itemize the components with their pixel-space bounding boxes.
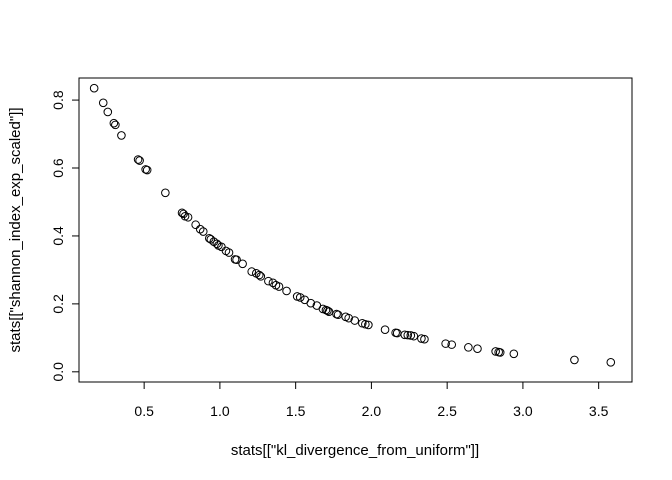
data-point xyxy=(495,348,505,357)
data-point xyxy=(103,107,113,117)
data-point xyxy=(254,270,264,280)
data-point xyxy=(256,272,266,281)
x-tick-label: 3.5 xyxy=(589,403,609,419)
y-tick-label: 0.6 xyxy=(50,158,66,178)
data-point xyxy=(195,224,205,234)
data-point xyxy=(491,347,500,356)
data-point xyxy=(406,331,416,340)
data-point xyxy=(191,220,200,230)
data-point xyxy=(509,349,519,359)
x-tick-label: 0.5 xyxy=(134,403,154,419)
data-point xyxy=(264,276,273,286)
x-tick-label: 1.5 xyxy=(286,403,306,419)
data-point xyxy=(111,120,120,130)
data-point xyxy=(198,227,208,236)
data-point xyxy=(441,339,450,348)
data-point xyxy=(247,267,257,276)
data-point xyxy=(206,235,216,244)
data-point xyxy=(161,188,170,198)
data-point xyxy=(447,340,457,349)
data-point xyxy=(109,118,119,128)
data-point xyxy=(570,355,579,365)
data-point xyxy=(400,330,410,340)
data-point xyxy=(350,316,360,325)
data-point xyxy=(403,330,413,340)
data-point xyxy=(295,293,305,302)
data-point xyxy=(274,282,284,291)
x-tick-label: 2.5 xyxy=(437,403,457,419)
y-tick-label: 0.4 xyxy=(50,226,66,246)
data-point xyxy=(117,131,126,140)
x-tick-label: 1.0 xyxy=(210,403,230,419)
data-point xyxy=(361,319,370,329)
data-point xyxy=(133,155,143,164)
y-tick-label: 0.2 xyxy=(50,294,66,314)
y-tick-label: 0.8 xyxy=(50,90,66,110)
data-point xyxy=(473,344,482,354)
x-tick-label: 2.0 xyxy=(362,403,382,419)
data-point xyxy=(89,83,99,93)
data-point xyxy=(135,156,144,165)
data-point xyxy=(323,306,332,315)
data-point xyxy=(183,212,193,222)
y-axis: 0.0 0.2 0.4 0.6 0.8 xyxy=(50,90,80,382)
data-point xyxy=(232,255,241,265)
data-point xyxy=(142,165,152,175)
data-point xyxy=(417,334,426,343)
data-point xyxy=(464,343,473,352)
data-point xyxy=(98,98,108,108)
plot-frame xyxy=(78,77,633,383)
x-tick-label: 3.0 xyxy=(513,403,533,419)
data-point xyxy=(364,320,373,330)
data-point xyxy=(344,313,353,323)
y-tick-label: 0.0 xyxy=(50,362,66,382)
data-point xyxy=(224,248,234,257)
data-point xyxy=(268,278,278,288)
data-point xyxy=(212,239,222,249)
data-point xyxy=(420,334,429,344)
data-point xyxy=(324,307,334,316)
data-point xyxy=(409,331,419,341)
x-axis: 0.5 1.0 1.5 2.0 2.5 3.0 3.5 xyxy=(134,381,609,419)
y-axis-title: stats[["shannon_index_exp_scaled"]] xyxy=(7,108,24,353)
x-axis-title: stats[["kl_divergence_from_uniform"]] xyxy=(231,442,479,459)
data-point xyxy=(238,259,247,269)
data-point xyxy=(606,357,616,367)
data-point xyxy=(306,298,316,308)
data-point xyxy=(282,286,291,296)
data-point xyxy=(380,325,390,334)
data-points xyxy=(89,83,616,367)
